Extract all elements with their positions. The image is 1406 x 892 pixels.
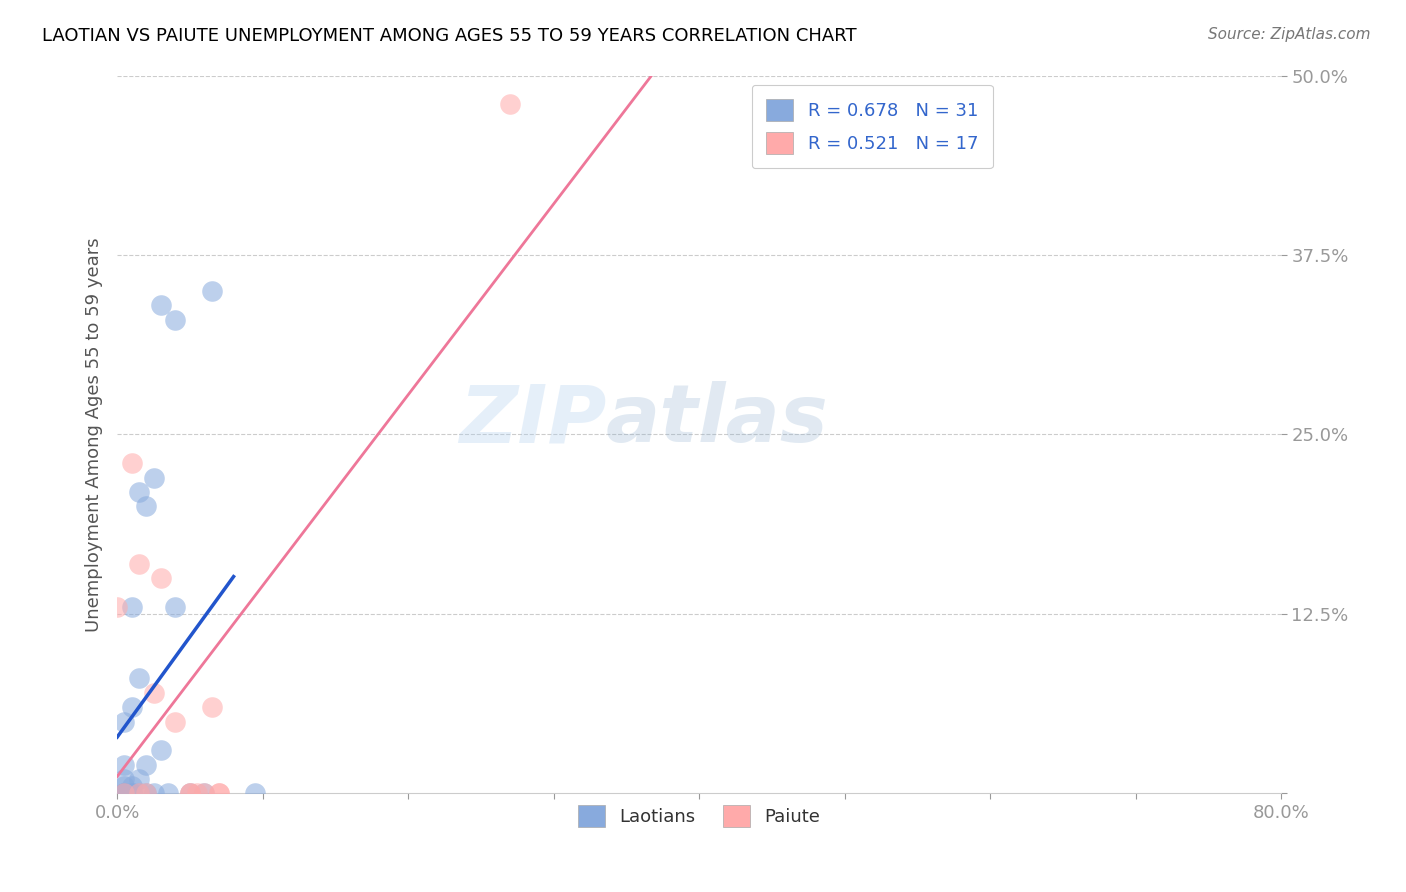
Point — [121, 786, 143, 800]
Point — [121, 599, 143, 614]
Point — [135, 500, 157, 514]
Point — [165, 599, 187, 614]
Point — [142, 686, 165, 700]
Point — [128, 484, 150, 499]
Point — [128, 772, 150, 786]
Point — [114, 786, 136, 800]
Point — [135, 757, 157, 772]
Point — [114, 714, 136, 729]
Point — [114, 786, 136, 800]
Point — [128, 557, 150, 571]
Text: LAOTIAN VS PAIUTE UNEMPLOYMENT AMONG AGES 55 TO 59 YEARS CORRELATION CHART: LAOTIAN VS PAIUTE UNEMPLOYMENT AMONG AGE… — [42, 27, 856, 45]
Point — [105, 599, 128, 614]
Point — [149, 571, 172, 585]
Point — [114, 757, 136, 772]
Legend: Laotians, Paiute: Laotians, Paiute — [571, 798, 827, 835]
Point — [193, 786, 215, 800]
Point — [142, 786, 165, 800]
Text: ZIP: ZIP — [458, 381, 606, 459]
Point — [135, 786, 157, 800]
Point — [149, 743, 172, 757]
Point — [128, 672, 150, 686]
Text: Source: ZipAtlas.com: Source: ZipAtlas.com — [1208, 27, 1371, 42]
Point — [201, 700, 224, 714]
Point — [165, 714, 187, 729]
Point — [135, 786, 157, 800]
Point — [165, 312, 187, 326]
Point — [128, 786, 150, 800]
Point — [121, 700, 143, 714]
Point — [208, 786, 231, 800]
Point — [114, 779, 136, 793]
Point — [121, 779, 143, 793]
Point — [179, 786, 201, 800]
Point — [193, 786, 215, 800]
Point — [157, 786, 180, 800]
Point — [114, 786, 136, 800]
Text: atlas: atlas — [606, 381, 828, 459]
Point — [114, 772, 136, 786]
Point — [114, 786, 136, 800]
Point — [128, 786, 150, 800]
Y-axis label: Unemployment Among Ages 55 to 59 years: Unemployment Among Ages 55 to 59 years — [86, 237, 103, 632]
Point — [245, 786, 267, 800]
Point — [149, 298, 172, 312]
Point — [179, 786, 201, 800]
Point — [114, 786, 136, 800]
Point — [201, 284, 224, 298]
Point — [499, 97, 522, 112]
Point — [186, 786, 208, 800]
Point — [121, 786, 143, 800]
Point — [121, 456, 143, 470]
Point — [179, 786, 201, 800]
Point — [208, 786, 231, 800]
Point — [142, 470, 165, 484]
